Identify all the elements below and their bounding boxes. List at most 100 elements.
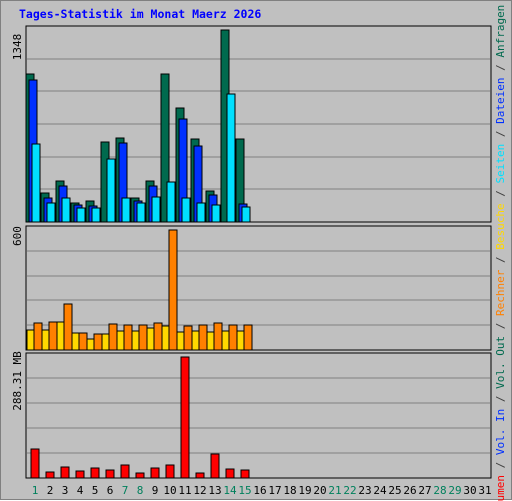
bar-rechner-day-5 bbox=[93, 333, 103, 351]
panels-layer bbox=[25, 25, 492, 479]
x-tick-labels: 1 2 3 4 5 6 7 8 9 10 11 12 13 14 15 16 17 18 19 20 21 22 23 24 2… bbox=[32, 484, 492, 497]
bar-volumen-day-11 bbox=[180, 356, 190, 479]
bar-volumen-day-2 bbox=[45, 471, 55, 479]
legend-part-12: Dateien bbox=[494, 78, 507, 124]
bar-rechner-day-7 bbox=[123, 324, 133, 351]
x-tick-label-day-4: 4 bbox=[77, 484, 84, 497]
bar-volumen-day-6 bbox=[105, 469, 115, 479]
x-tick-label-day-29: 29 bbox=[448, 484, 461, 497]
bar-rechner-day-2 bbox=[48, 321, 58, 351]
x-tick-label-day-28: 28 bbox=[433, 484, 446, 497]
x-tick-label-day-8: 8 bbox=[137, 484, 144, 497]
x-tick-label-day-20: 20 bbox=[313, 484, 326, 497]
legend-part-9: / bbox=[494, 184, 507, 204]
bar-rechner-day-4 bbox=[78, 332, 88, 351]
bar-rechner-day-12 bbox=[198, 324, 208, 351]
legend-part-5: / bbox=[494, 316, 507, 336]
legend-part-2: Vol. In bbox=[494, 409, 507, 455]
x-tick-label-day-24: 24 bbox=[373, 484, 387, 497]
bottom-panel-max-label: 288.31 MB bbox=[11, 351, 24, 411]
bar-seiten-day-6 bbox=[106, 158, 116, 223]
legend-part-1: / bbox=[494, 455, 507, 475]
x-tick-label-day-6: 6 bbox=[107, 484, 114, 497]
bar-seiten-day-4 bbox=[76, 207, 86, 223]
x-tick-label-day-23: 23 bbox=[358, 484, 371, 497]
bar-rechner-day-13 bbox=[213, 322, 223, 351]
bar-volumen-day-3 bbox=[60, 466, 70, 479]
bar-seiten-day-12 bbox=[196, 202, 206, 223]
x-tick-label-day-3: 3 bbox=[62, 484, 69, 497]
bar-seiten-day-5 bbox=[91, 207, 101, 223]
x-tick-label-day-10: 10 bbox=[163, 484, 176, 497]
bar-seiten-day-11 bbox=[181, 197, 191, 223]
bar-volumen-day-7 bbox=[120, 464, 130, 479]
bar-rechner-day-11 bbox=[183, 325, 193, 351]
x-tick-label-day-1: 1 bbox=[32, 484, 39, 497]
x-tick-label-day-2: 2 bbox=[47, 484, 54, 497]
x-tick-label-day-18: 18 bbox=[283, 484, 296, 497]
bar-rechner-day-1 bbox=[33, 322, 43, 351]
legend-part-14: Anfragen bbox=[494, 5, 507, 58]
bar-seiten-day-8 bbox=[136, 202, 146, 223]
bar-seiten-day-13 bbox=[211, 204, 221, 223]
bar-volumen-day-13 bbox=[210, 453, 220, 479]
top-panel-max-label: 1348 bbox=[11, 34, 24, 61]
panel-bottom-background bbox=[25, 352, 492, 479]
bar-volumen-day-5 bbox=[90, 467, 100, 479]
x-tick-label-day-27: 27 bbox=[418, 484, 431, 497]
legend-part-8: Besuche bbox=[494, 203, 507, 249]
x-tick-label-day-21: 21 bbox=[328, 484, 341, 497]
x-tick-label-day-15: 15 bbox=[238, 484, 251, 497]
x-tick-label-day-17: 17 bbox=[268, 484, 281, 497]
x-tick-label-day-7: 7 bbox=[122, 484, 129, 497]
bar-rechner-day-10 bbox=[168, 229, 178, 351]
bar-seiten-day-15 bbox=[241, 206, 251, 223]
bar-seiten-day-3 bbox=[61, 197, 71, 223]
bar-volumen-day-9 bbox=[150, 467, 160, 479]
bar-volumen-day-15 bbox=[240, 469, 250, 479]
bar-rechner-day-6 bbox=[108, 323, 118, 351]
x-tick-label-day-9: 9 bbox=[152, 484, 159, 497]
bar-rechner-day-8 bbox=[138, 324, 148, 351]
legend-part-0: Volumen bbox=[494, 475, 507, 501]
legend-part-7: / bbox=[494, 250, 507, 270]
legend-part-13: / bbox=[494, 58, 507, 78]
bar-volumen-day-1 bbox=[30, 448, 40, 479]
legend-part-10: Seiten bbox=[494, 144, 507, 184]
panel-middle-background bbox=[25, 225, 492, 351]
middle-panel-max-label: 600 bbox=[11, 226, 24, 246]
bar-seiten-day-2 bbox=[46, 202, 56, 223]
bar-rechner-day-14 bbox=[228, 324, 238, 351]
x-tick-label-day-19: 19 bbox=[298, 484, 311, 497]
bar-rechner-day-3 bbox=[63, 303, 73, 351]
x-tick-label-day-30: 30 bbox=[463, 484, 476, 497]
legend-part-11: / bbox=[494, 124, 507, 144]
x-tick-label-day-16: 16 bbox=[253, 484, 266, 497]
bar-volumen-day-8 bbox=[135, 472, 145, 479]
legend-part-3: / bbox=[494, 389, 507, 409]
bar-rechner-day-15 bbox=[243, 324, 253, 351]
bar-volumen-day-10 bbox=[165, 464, 175, 479]
x-tick-label-day-11: 11 bbox=[178, 484, 191, 497]
chart-title: Tages-Statistik im Monat Maerz 2026 bbox=[19, 7, 261, 21]
bars-layer bbox=[25, 29, 253, 479]
bar-volumen-day-14 bbox=[225, 468, 235, 479]
legend-part-4: Vol. Out bbox=[494, 336, 507, 389]
bar-seiten-day-10 bbox=[166, 181, 176, 223]
x-tick-label-day-22: 22 bbox=[343, 484, 356, 497]
x-tick-label-day-12: 12 bbox=[193, 484, 206, 497]
bar-volumen-day-4 bbox=[75, 470, 85, 479]
x-tick-label-day-14: 14 bbox=[223, 484, 237, 497]
bar-seiten-day-14 bbox=[226, 93, 236, 223]
bar-seiten-day-9 bbox=[151, 196, 161, 223]
bar-seiten-day-7 bbox=[121, 197, 131, 223]
bar-rechner-day-9 bbox=[153, 322, 163, 351]
x-tick-label-day-31: 31 bbox=[478, 484, 491, 497]
bar-seiten-day-1 bbox=[31, 143, 41, 223]
x-tick-label-day-13: 13 bbox=[208, 484, 221, 497]
x-tick-label-day-5: 5 bbox=[92, 484, 99, 497]
bar-volumen-day-12 bbox=[195, 472, 205, 479]
bar-anfragen-day-10 bbox=[160, 73, 170, 223]
